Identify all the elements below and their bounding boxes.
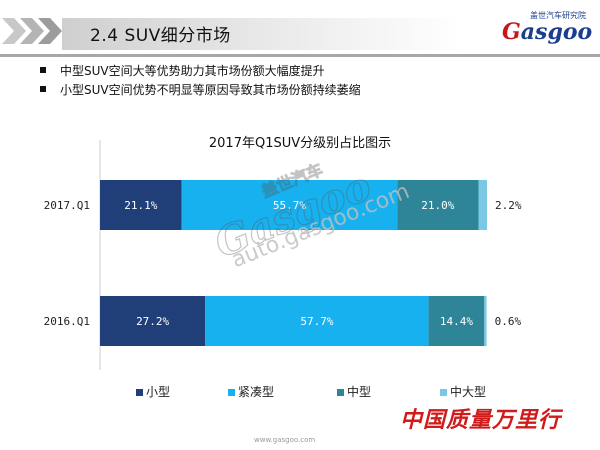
stacked-bar-chart: 2017年Q1SUV分级别占比图示 2017.Q1 21.1% 55.7% 21.0%… <box>44 136 522 399</box>
bullet-item: 中型SUV空间大等优势助力其市场份额大幅度提升 <box>40 62 361 81</box>
bar-segment <box>484 296 487 346</box>
bullet-list: 中型SUV空间大等优势助力其市场份额大幅度提升 小型SUV空间优势不明显等原因导… <box>40 62 361 100</box>
data-label: 57.7% <box>300 315 333 328</box>
data-label: 27.2% <box>136 315 169 328</box>
bar-segment <box>478 180 487 230</box>
data-label: 0.6% <box>495 315 522 328</box>
data-label: 21.1% <box>124 199 157 212</box>
data-label: 21.0% <box>421 199 454 212</box>
category-label: 2016.Q1 <box>44 315 90 328</box>
bar-segment <box>397 180 479 230</box>
gasgoo-logo: 盖世汽车研究院 Gasgoo <box>502 10 594 50</box>
data-label: 55.7% <box>273 199 306 212</box>
bar-segment <box>428 296 485 346</box>
footer-url: www.gasgoo.com <box>254 436 316 444</box>
legend-swatch <box>440 389 447 396</box>
legend-swatch <box>337 389 344 396</box>
data-label: 14.4% <box>440 315 473 328</box>
bullet-square-icon <box>40 86 46 92</box>
title-bar <box>62 18 462 50</box>
legend-label: 小型 <box>146 385 170 399</box>
data-label: 2.2% <box>495 199 522 212</box>
chevron-decoration-icon <box>2 18 62 44</box>
legend-swatch <box>228 389 235 396</box>
legend-label: 紧凑型 <box>238 385 274 399</box>
chart-title: 2017年Q1SUV分级别占比图示 <box>209 136 391 151</box>
legend-label: 中型 <box>347 384 371 399</box>
logo-cn-text: 盖世汽车研究院 <box>530 11 586 20</box>
quality-slogan: 中国质量万里行 <box>400 407 562 433</box>
bar-segment <box>205 296 429 346</box>
header-divider <box>0 54 600 57</box>
bullet-square-icon <box>40 67 46 73</box>
bullet-item: 小型SUV空间优势不明显等原因导致其市场份额持续萎缩 <box>40 81 361 100</box>
logo-en-text: Gasgoo <box>502 19 593 45</box>
slide-header: 2.4 SUV细分市场 盖世汽车研究院 Gasgoo <box>0 0 600 52</box>
bar-segment <box>100 296 206 346</box>
legend-label: 中大型 <box>450 384 486 399</box>
legend-swatch <box>136 389 143 396</box>
category-label: 2017.Q1 <box>44 199 90 212</box>
section-title: 2.4 SUV细分市场 <box>90 26 231 46</box>
bar-segment <box>181 180 398 230</box>
bar-segment <box>100 180 182 230</box>
